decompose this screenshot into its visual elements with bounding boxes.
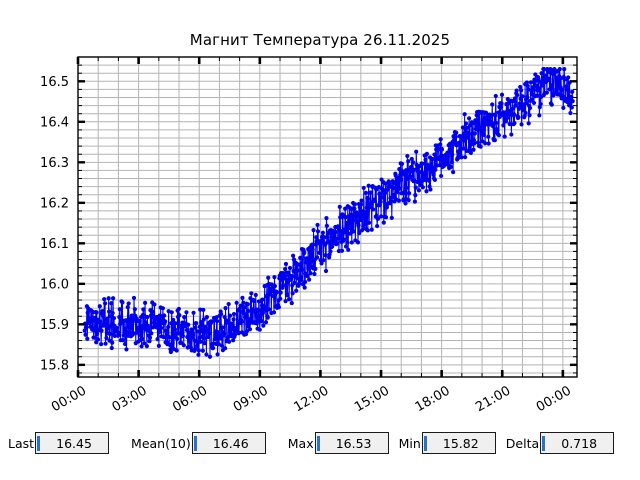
stat-delta: Delta 0.718 (505, 432, 615, 454)
stat-delta-box[interactable]: 0.718 (540, 432, 615, 454)
caret-icon (193, 435, 197, 451)
svg-text:16.1: 16.1 (40, 237, 69, 252)
svg-text:06:00: 06:00 (170, 383, 210, 415)
stat-min-box[interactable]: 15.82 (421, 432, 496, 454)
caret-icon (423, 435, 427, 451)
svg-text:15.9: 15.9 (40, 318, 69, 333)
stat-min-value: 15.82 (442, 435, 479, 451)
svg-text:16.4: 16.4 (40, 115, 69, 130)
stat-mean-value: 16.46 (212, 435, 249, 451)
svg-text:03:00: 03:00 (110, 383, 150, 415)
stat-delta-label: Delta (505, 435, 540, 451)
stat-delta-value: 0.718 (561, 435, 598, 451)
stat-min: Min 15.82 (399, 432, 496, 454)
caret-icon (542, 435, 546, 451)
stat-max: Max 16.53 (288, 432, 389, 454)
svg-text:12:00: 12:00 (291, 383, 331, 415)
stat-last: Last 16.45 (8, 432, 110, 454)
chart-title: Магнит Температура 26.11.2025 (189, 31, 451, 49)
svg-text:16.5: 16.5 (40, 75, 69, 90)
chart-panel: Магнит Температура 26.11.2025 15.8 15.9 16… (0, 0, 640, 425)
caret-icon (37, 435, 41, 451)
svg-text:16.3: 16.3 (40, 156, 69, 171)
stat-max-value: 16.53 (335, 435, 372, 451)
stat-mean: Mean(10) 16.46 (131, 432, 266, 454)
svg-text:09:00: 09:00 (231, 383, 271, 415)
svg-text:18:00: 18:00 (413, 383, 453, 415)
svg-text:00:00: 00:00 (49, 383, 89, 415)
caret-icon (316, 435, 320, 451)
stat-mean-label: Mean(10) (131, 435, 191, 451)
stat-max-label: Max (287, 435, 314, 451)
status-bar: Last 16.45 Mean(10) 16.46 Max 16.53 Mi (0, 428, 640, 458)
svg-text:15:00: 15:00 (352, 383, 392, 415)
svg-text:16.2: 16.2 (40, 196, 69, 211)
stat-mean-box[interactable]: 16.46 (191, 432, 266, 454)
svg-text:15.8: 15.8 (40, 358, 69, 373)
svg-text:00:00: 00:00 (534, 383, 574, 415)
svg-text:21:00: 21:00 (473, 383, 513, 415)
stat-min-label: Min (398, 435, 421, 451)
svg-text:16.0: 16.0 (40, 277, 69, 292)
plot-canvas[interactable]: 15.8 15.9 16.0 16.1 16.2 16.3 16.4 16.5 00:00 03:… (0, 0, 640, 425)
stat-last-box[interactable]: 16.45 (35, 432, 110, 454)
stat-last-label: Last (8, 435, 35, 451)
stat-max-box[interactable]: 16.53 (314, 432, 389, 454)
stat-last-value: 16.45 (56, 435, 92, 451)
